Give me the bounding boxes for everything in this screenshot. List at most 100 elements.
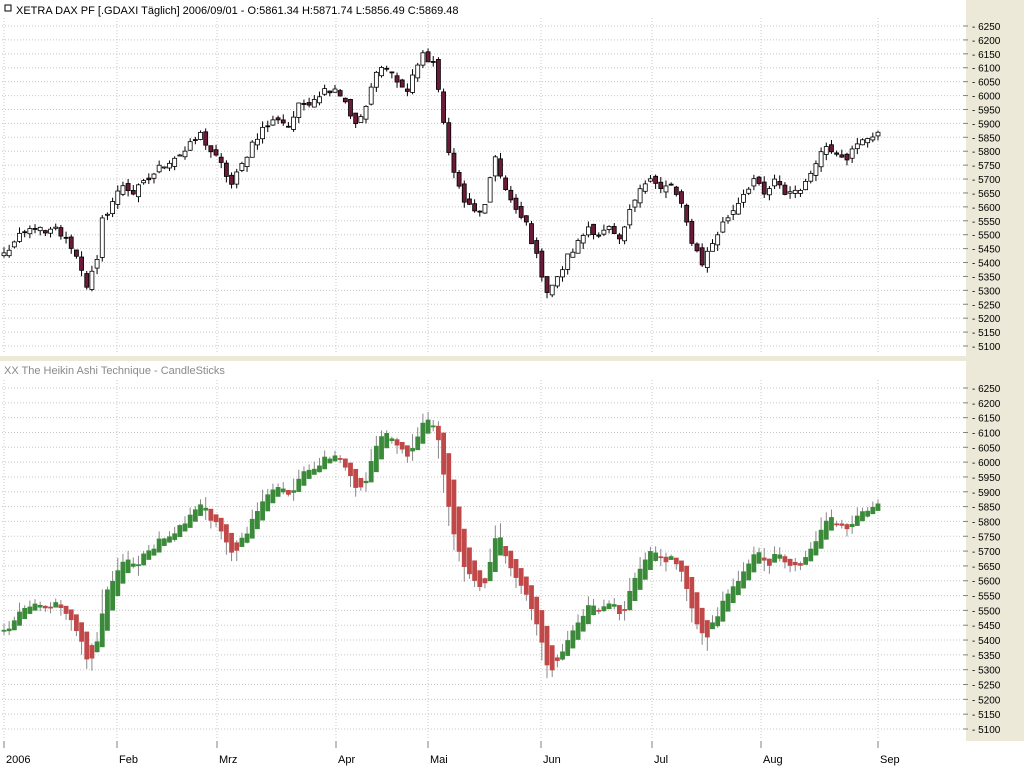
- candle-body: [777, 554, 783, 559]
- candle-body: [260, 126, 265, 140]
- candle-body: [389, 71, 395, 74]
- candle-body: [115, 190, 121, 205]
- candle-body: [187, 141, 193, 151]
- candle-body: [673, 557, 679, 565]
- candle-body: [549, 284, 555, 296]
- candle-body: [58, 604, 64, 608]
- top-grid: [2, 18, 962, 352]
- top-panel: - 6250 - 6200 - 6150 - 6100 - 6050 - 6000 - 59…: [0, 0, 1001, 356]
- y-tick-label: - 6150: [972, 414, 1001, 425]
- candle-body: [399, 79, 405, 88]
- candle-body: [322, 456, 328, 470]
- candle-body: [513, 197, 519, 210]
- candle-body: [42, 230, 48, 234]
- candle-body: [130, 190, 136, 195]
- candle-body: [751, 554, 757, 573]
- candle-body: [787, 558, 793, 566]
- candle-body: [663, 185, 669, 193]
- candle-body: [782, 184, 788, 195]
- y-tick-label: - 5750: [972, 532, 1001, 543]
- candle-body: [746, 563, 752, 581]
- candle-body: [637, 568, 643, 590]
- candle-body: [286, 125, 291, 128]
- candle-body: [710, 243, 715, 252]
- candle-body: [544, 276, 550, 293]
- candle-body: [291, 116, 297, 130]
- candle-body: [529, 585, 534, 610]
- candle-body: [146, 550, 152, 560]
- candle-body: [84, 631, 90, 660]
- candle-body: [74, 614, 79, 632]
- candle-body: [182, 150, 188, 158]
- candle-body: [141, 553, 147, 566]
- y-tick-label: - 5700: [972, 547, 1001, 558]
- candle-body: [425, 51, 431, 63]
- candle-body: [234, 542, 240, 551]
- y-tick-label: - 6100: [972, 64, 1001, 75]
- candle-body: [156, 538, 162, 553]
- candle-body: [89, 270, 95, 290]
- candle-body: [725, 593, 731, 612]
- candle-body: [265, 125, 271, 128]
- candle-body: [125, 183, 131, 192]
- candle-body: [198, 504, 203, 516]
- candle-body: [286, 490, 291, 495]
- candle-body: [508, 189, 514, 201]
- y-tick-label: - 6000: [972, 92, 1001, 103]
- candle-body: [492, 538, 498, 572]
- candle-body: [591, 223, 596, 236]
- x-tick-label: Apr: [338, 754, 355, 766]
- candle-body: [761, 557, 767, 561]
- candle-body: [213, 149, 219, 156]
- candle-body: [208, 508, 214, 521]
- candle-body: [115, 570, 121, 597]
- candle-body: [317, 96, 322, 104]
- candle-body: [244, 533, 250, 543]
- candle-body: [575, 622, 581, 640]
- candle-body: [508, 550, 514, 569]
- candle-body: [601, 229, 607, 235]
- candle-body: [756, 552, 762, 564]
- y-tick-label: - 5950: [972, 473, 1001, 484]
- candle-body: [539, 250, 545, 278]
- candle-body: [585, 605, 591, 625]
- x-tick-label: Mrz: [219, 754, 237, 766]
- candle-body: [384, 433, 390, 449]
- y-tick-label: - 5500: [972, 606, 1001, 617]
- time-axis-background: [0, 741, 1024, 768]
- candle-body: [570, 251, 576, 258]
- candle-body: [854, 143, 860, 150]
- candle-body: [467, 198, 472, 205]
- candle-body: [337, 90, 343, 97]
- y-tick-label: - 5850: [972, 133, 1001, 144]
- y-tick-label: - 5300: [972, 666, 1001, 677]
- candle-body: [275, 487, 281, 497]
- candle-body: [642, 559, 648, 580]
- candle-body: [358, 478, 364, 488]
- candle-body: [379, 436, 384, 460]
- candle-body: [368, 461, 374, 483]
- y-tick-label: - 5450: [972, 621, 1001, 632]
- top-header-icon: [4, 4, 12, 12]
- candle-body: [761, 181, 767, 195]
- candle-body: [498, 537, 503, 556]
- candle-body: [317, 465, 322, 473]
- candle-body: [342, 458, 348, 468]
- candle-body: [425, 419, 431, 434]
- candle-body: [808, 548, 814, 562]
- candle-body: [710, 622, 715, 630]
- candle-body: [58, 227, 64, 237]
- candle-body: [803, 180, 808, 191]
- candle-body: [260, 501, 265, 521]
- candle-body: [348, 462, 353, 477]
- candle-body: [280, 119, 286, 124]
- candle-body: [172, 533, 178, 540]
- candle-body: [823, 146, 829, 155]
- candle-body: [632, 199, 638, 208]
- candle-body: [456, 506, 462, 552]
- candle-body: [694, 243, 700, 252]
- candle-body: [430, 425, 436, 428]
- candle-body: [565, 253, 571, 270]
- candle-body: [301, 471, 307, 486]
- candle-body: [161, 166, 167, 169]
